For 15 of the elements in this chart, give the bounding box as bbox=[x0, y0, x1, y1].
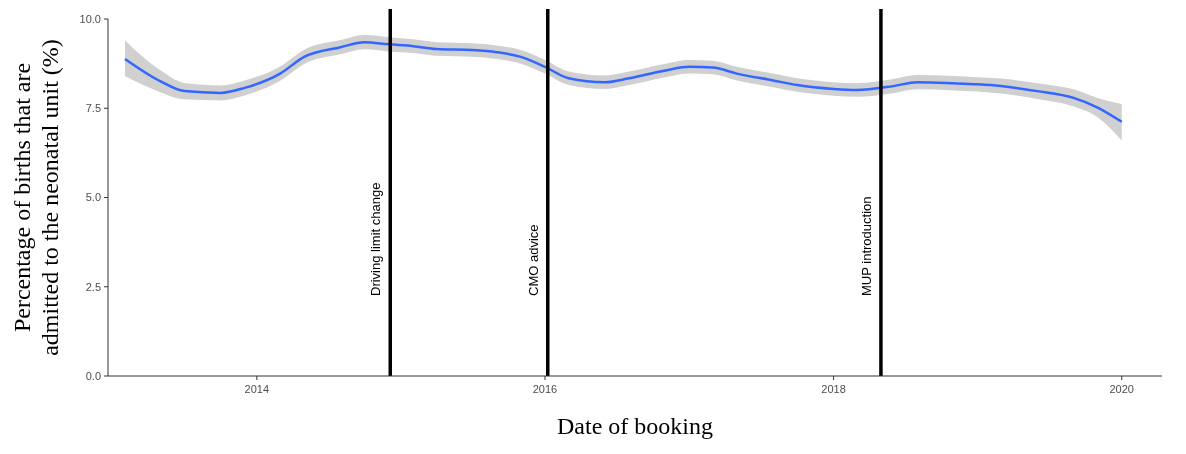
y-tick-label: 2.5 bbox=[85, 280, 101, 293]
x-tick-label: 2020 bbox=[1109, 383, 1134, 395]
x-tick-label: 2018 bbox=[821, 383, 846, 395]
y-tick-label: 5.0 bbox=[85, 191, 101, 204]
ref-line-label: Driving limit change bbox=[368, 182, 384, 296]
ref-line-label: CMO advice bbox=[525, 224, 541, 296]
x-tick-label: 2014 bbox=[244, 383, 270, 395]
x-tick-label: 2016 bbox=[532, 383, 558, 395]
ref-line-label: MUP introduction bbox=[858, 196, 874, 296]
y-axis-title: Percentage of births that are admitted to the neonatal unit (%) bbox=[9, 39, 63, 356]
x-axis-title: Date of booking bbox=[557, 413, 713, 439]
y-tick-label: 0.0 bbox=[85, 369, 101, 382]
y-tick-label: 7.5 bbox=[85, 102, 101, 115]
y-tick-label: 10.0 bbox=[79, 12, 101, 25]
line-series bbox=[123, 40, 1123, 124]
